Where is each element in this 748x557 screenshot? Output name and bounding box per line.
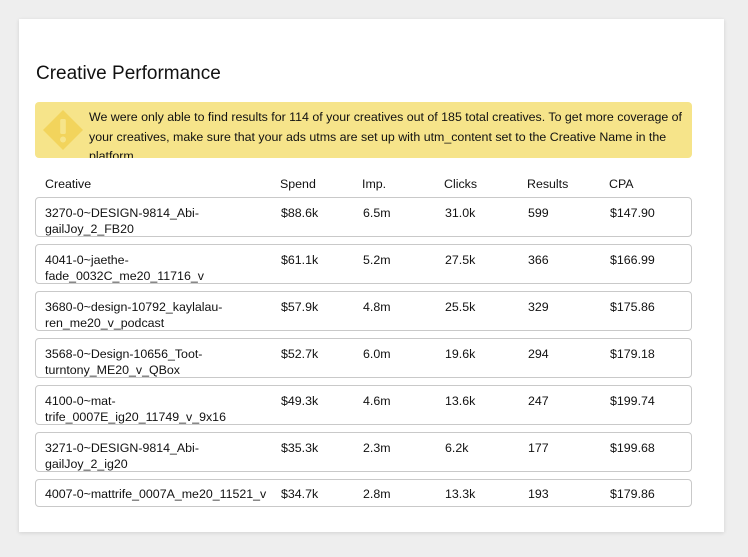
column-header-impressions[interactable]: Imp. xyxy=(362,177,387,191)
impressions-cell: 6.5m xyxy=(363,206,391,220)
creative-name-line: 4041-0~jaethe- xyxy=(45,253,129,267)
creative-name-cell: 4100-0~mat-trife_0007E_ig20_11749_v_9x16 xyxy=(45,393,270,425)
creative-name-line: turntony_ME20_v_QBox xyxy=(45,363,180,377)
results-cell: 366 xyxy=(528,253,549,267)
cpa-cell: $199.74 xyxy=(610,394,655,408)
column-header-cpa[interactable]: CPA xyxy=(609,177,634,191)
creative-name-line: 4100-0~mat- xyxy=(45,394,116,408)
results-cell: 177 xyxy=(528,441,549,455)
column-header-results[interactable]: Results xyxy=(527,177,569,191)
table-header: Creative Spend Imp. Clicks Results CPA xyxy=(35,177,692,195)
page-title: Creative Performance xyxy=(36,63,221,84)
table-row[interactable]: 3680-0~design-10792_kaylalau-ren_me20_v_… xyxy=(35,291,692,331)
creative-performance-card: Creative Performance We were only able t… xyxy=(19,19,724,532)
cpa-cell: $179.18 xyxy=(610,347,655,361)
table-row[interactable]: 4007-0~mattrife_0007A_me20_11521_v $34.7… xyxy=(35,479,692,507)
clicks-cell: 19.6k xyxy=(445,347,476,361)
spend-cell: $57.9k xyxy=(281,300,319,314)
clicks-cell: 13.3k xyxy=(445,487,476,501)
results-cell: 329 xyxy=(528,300,549,314)
warning-message: We were only able to find results for 11… xyxy=(89,110,683,158)
creative-table-body: 3270-0~DESIGN-9814_Abi-gailJoy_2_FB20 $8… xyxy=(35,197,692,514)
creative-name-line: fade_0032C_me20_11716_v xyxy=(45,269,204,283)
table-row[interactable]: 4041-0~jaethe-fade_0032C_me20_11716_v $6… xyxy=(35,244,692,284)
table-row[interactable]: 4100-0~mat-trife_0007E_ig20_11749_v_9x16… xyxy=(35,385,692,425)
spend-cell: $61.1k xyxy=(281,253,319,267)
clicks-cell: 25.5k xyxy=(445,300,476,314)
creative-name-line: ren_me20_v_podcast xyxy=(45,316,165,330)
clicks-cell: 6.2k xyxy=(445,441,469,455)
results-cell: 247 xyxy=(528,394,549,408)
creative-name-line: 3270-0~DESIGN-9814_Abi- xyxy=(45,206,199,220)
creative-name-cell: 3568-0~Design-10656_Toot-turntony_ME20_v… xyxy=(45,346,270,378)
creative-name-line: trife_0007E_ig20_11749_v_9x16 xyxy=(45,410,226,424)
cpa-cell: $175.86 xyxy=(610,300,655,314)
column-header-clicks[interactable]: Clicks xyxy=(444,177,478,191)
creative-name-line: 4007-0~mattrife_0007A_me20_11521_v xyxy=(45,487,267,501)
impressions-cell: 4.8m xyxy=(363,300,391,314)
impressions-cell: 2.3m xyxy=(363,441,391,455)
creative-name-line: gailJoy_2_ig20 xyxy=(45,457,128,471)
impressions-cell: 2.8m xyxy=(363,487,391,501)
creative-name-line: 3271-0~DESIGN-9814_Abi- xyxy=(45,441,199,455)
column-header-creative[interactable]: Creative xyxy=(45,177,92,191)
cpa-cell: $166.99 xyxy=(610,253,655,267)
creative-name-line: 3568-0~Design-10656_Toot- xyxy=(45,347,203,361)
column-header-spend[interactable]: Spend xyxy=(280,177,316,191)
coverage-warning-alert: We were only able to find results for 11… xyxy=(35,102,692,158)
creative-name-cell: 3270-0~DESIGN-9814_Abi-gailJoy_2_FB20 xyxy=(45,205,270,237)
impressions-cell: 4.6m xyxy=(363,394,391,408)
cpa-cell: $179.86 xyxy=(610,487,655,501)
cpa-cell: $199.68 xyxy=(610,441,655,455)
clicks-cell: 31.0k xyxy=(445,206,476,220)
results-cell: 294 xyxy=(528,347,549,361)
impressions-cell: 6.0m xyxy=(363,347,391,361)
table-row[interactable]: 3568-0~Design-10656_Toot-turntony_ME20_v… xyxy=(35,338,692,378)
impressions-cell: 5.2m xyxy=(363,253,391,267)
creative-name-line: gailJoy_2_FB20 xyxy=(45,222,134,236)
clicks-cell: 27.5k xyxy=(445,253,476,267)
creative-name-cell: 4007-0~mattrife_0007A_me20_11521_v xyxy=(45,486,285,502)
creative-name-cell: 3271-0~DESIGN-9814_Abi-gailJoy_2_ig20 xyxy=(45,440,270,472)
spend-cell: $35.3k xyxy=(281,441,319,455)
spend-cell: $49.3k xyxy=(281,394,319,408)
creative-name-cell: 3680-0~design-10792_kaylalau-ren_me20_v_… xyxy=(45,299,270,331)
table-row[interactable]: 3270-0~DESIGN-9814_Abi-gailJoy_2_FB20 $8… xyxy=(35,197,692,237)
creative-name-line: 3680-0~design-10792_kaylalau- xyxy=(45,300,223,314)
spend-cell: $88.6k xyxy=(281,206,319,220)
spend-cell: $52.7k xyxy=(281,347,319,361)
clicks-cell: 13.6k xyxy=(445,394,476,408)
table-row[interactable]: 3271-0~DESIGN-9814_Abi-gailJoy_2_ig20 $3… xyxy=(35,432,692,472)
creative-name-cell: 4041-0~jaethe-fade_0032C_me20_11716_v xyxy=(45,252,270,284)
results-cell: 599 xyxy=(528,206,549,220)
spend-cell: $34.7k xyxy=(281,487,319,501)
results-cell: 193 xyxy=(528,487,549,501)
cpa-cell: $147.90 xyxy=(610,206,655,220)
warning-icon xyxy=(43,110,83,150)
